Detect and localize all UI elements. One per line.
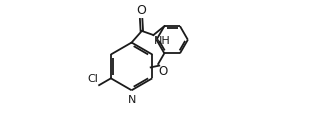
Text: Cl: Cl [87,75,98,84]
Text: NH: NH [153,36,170,46]
Text: O: O [158,65,168,78]
Text: O: O [136,4,146,17]
Text: N: N [127,95,136,105]
